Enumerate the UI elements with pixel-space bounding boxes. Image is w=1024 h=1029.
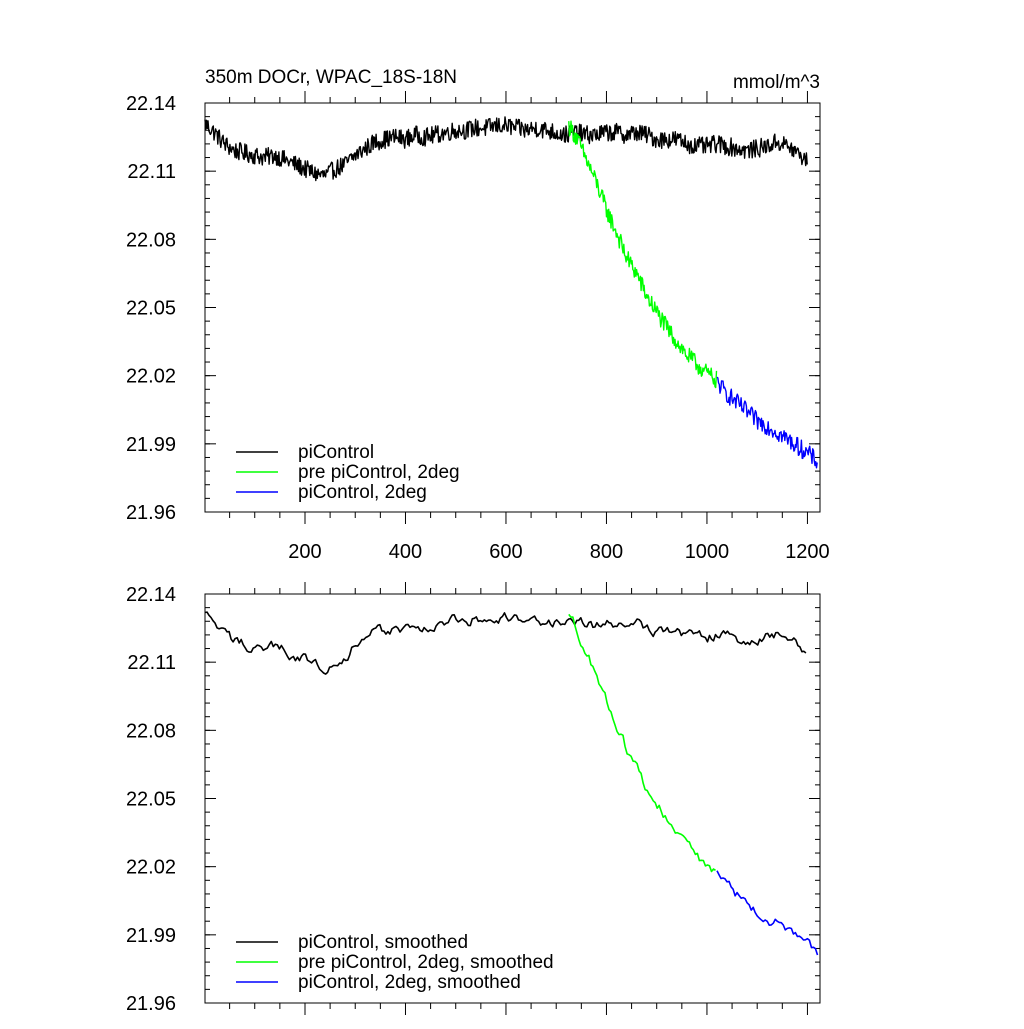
y-tick-label: 22.05 [126, 298, 176, 320]
legend-label: piControl, smoothed [298, 932, 468, 953]
x-tick-label: 800 [590, 541, 623, 563]
legend-label: piControl, 2deg [298, 482, 427, 503]
series-line [716, 870, 819, 956]
units-label: mmol/m^3 [733, 72, 820, 93]
series-line [568, 120, 718, 389]
series-line [204, 116, 808, 182]
y-tick-label: 21.99 [126, 925, 176, 947]
bottom-panel: 21.96 21.99 22.02 22.05 22.08 22.11 22.14 piCon… [126, 582, 821, 1015]
y-tick-label: 22.08 [126, 229, 176, 251]
chart-title: 350m DOCr, WPAC_18S-18N [205, 67, 457, 88]
legend-label: pre piControl, 2deg, smoothed [298, 952, 554, 973]
series-line [716, 376, 818, 469]
legend-label: piControl, 2deg, smoothed [298, 972, 521, 993]
y-tick-label: 22.11 [127, 161, 176, 183]
y-tick-label: 21.99 [126, 434, 176, 456]
legend-label: pre piControl, 2deg [298, 462, 460, 483]
y-tick-label: 21.96 [126, 993, 176, 1015]
y-tick-label: 22.02 [126, 366, 176, 388]
x-tick-label: 200 [288, 541, 321, 563]
y-tick-label: 21.96 [126, 502, 176, 524]
y-tick-label: 22.11 [127, 652, 176, 674]
series-line [568, 613, 716, 873]
y-tick-label: 22.02 [126, 857, 176, 879]
top-panel: 350m DOCr, WPAC_18S-18N mmol/m^3 21.96 21… [126, 67, 830, 563]
y-tick-label: 22.05 [126, 789, 176, 811]
legend-label: piControl [298, 442, 374, 463]
x-tick-label: 400 [389, 541, 422, 563]
y-tick-label: 22.14 [126, 93, 176, 115]
x-tick-label: 1000 [685, 541, 730, 563]
x-tick-label: 600 [489, 541, 522, 563]
y-tick-label: 22.08 [126, 720, 176, 742]
y-tick-label: 22.14 [126, 584, 176, 606]
x-tick-label: 1200 [785, 541, 830, 563]
series-line [204, 611, 807, 675]
